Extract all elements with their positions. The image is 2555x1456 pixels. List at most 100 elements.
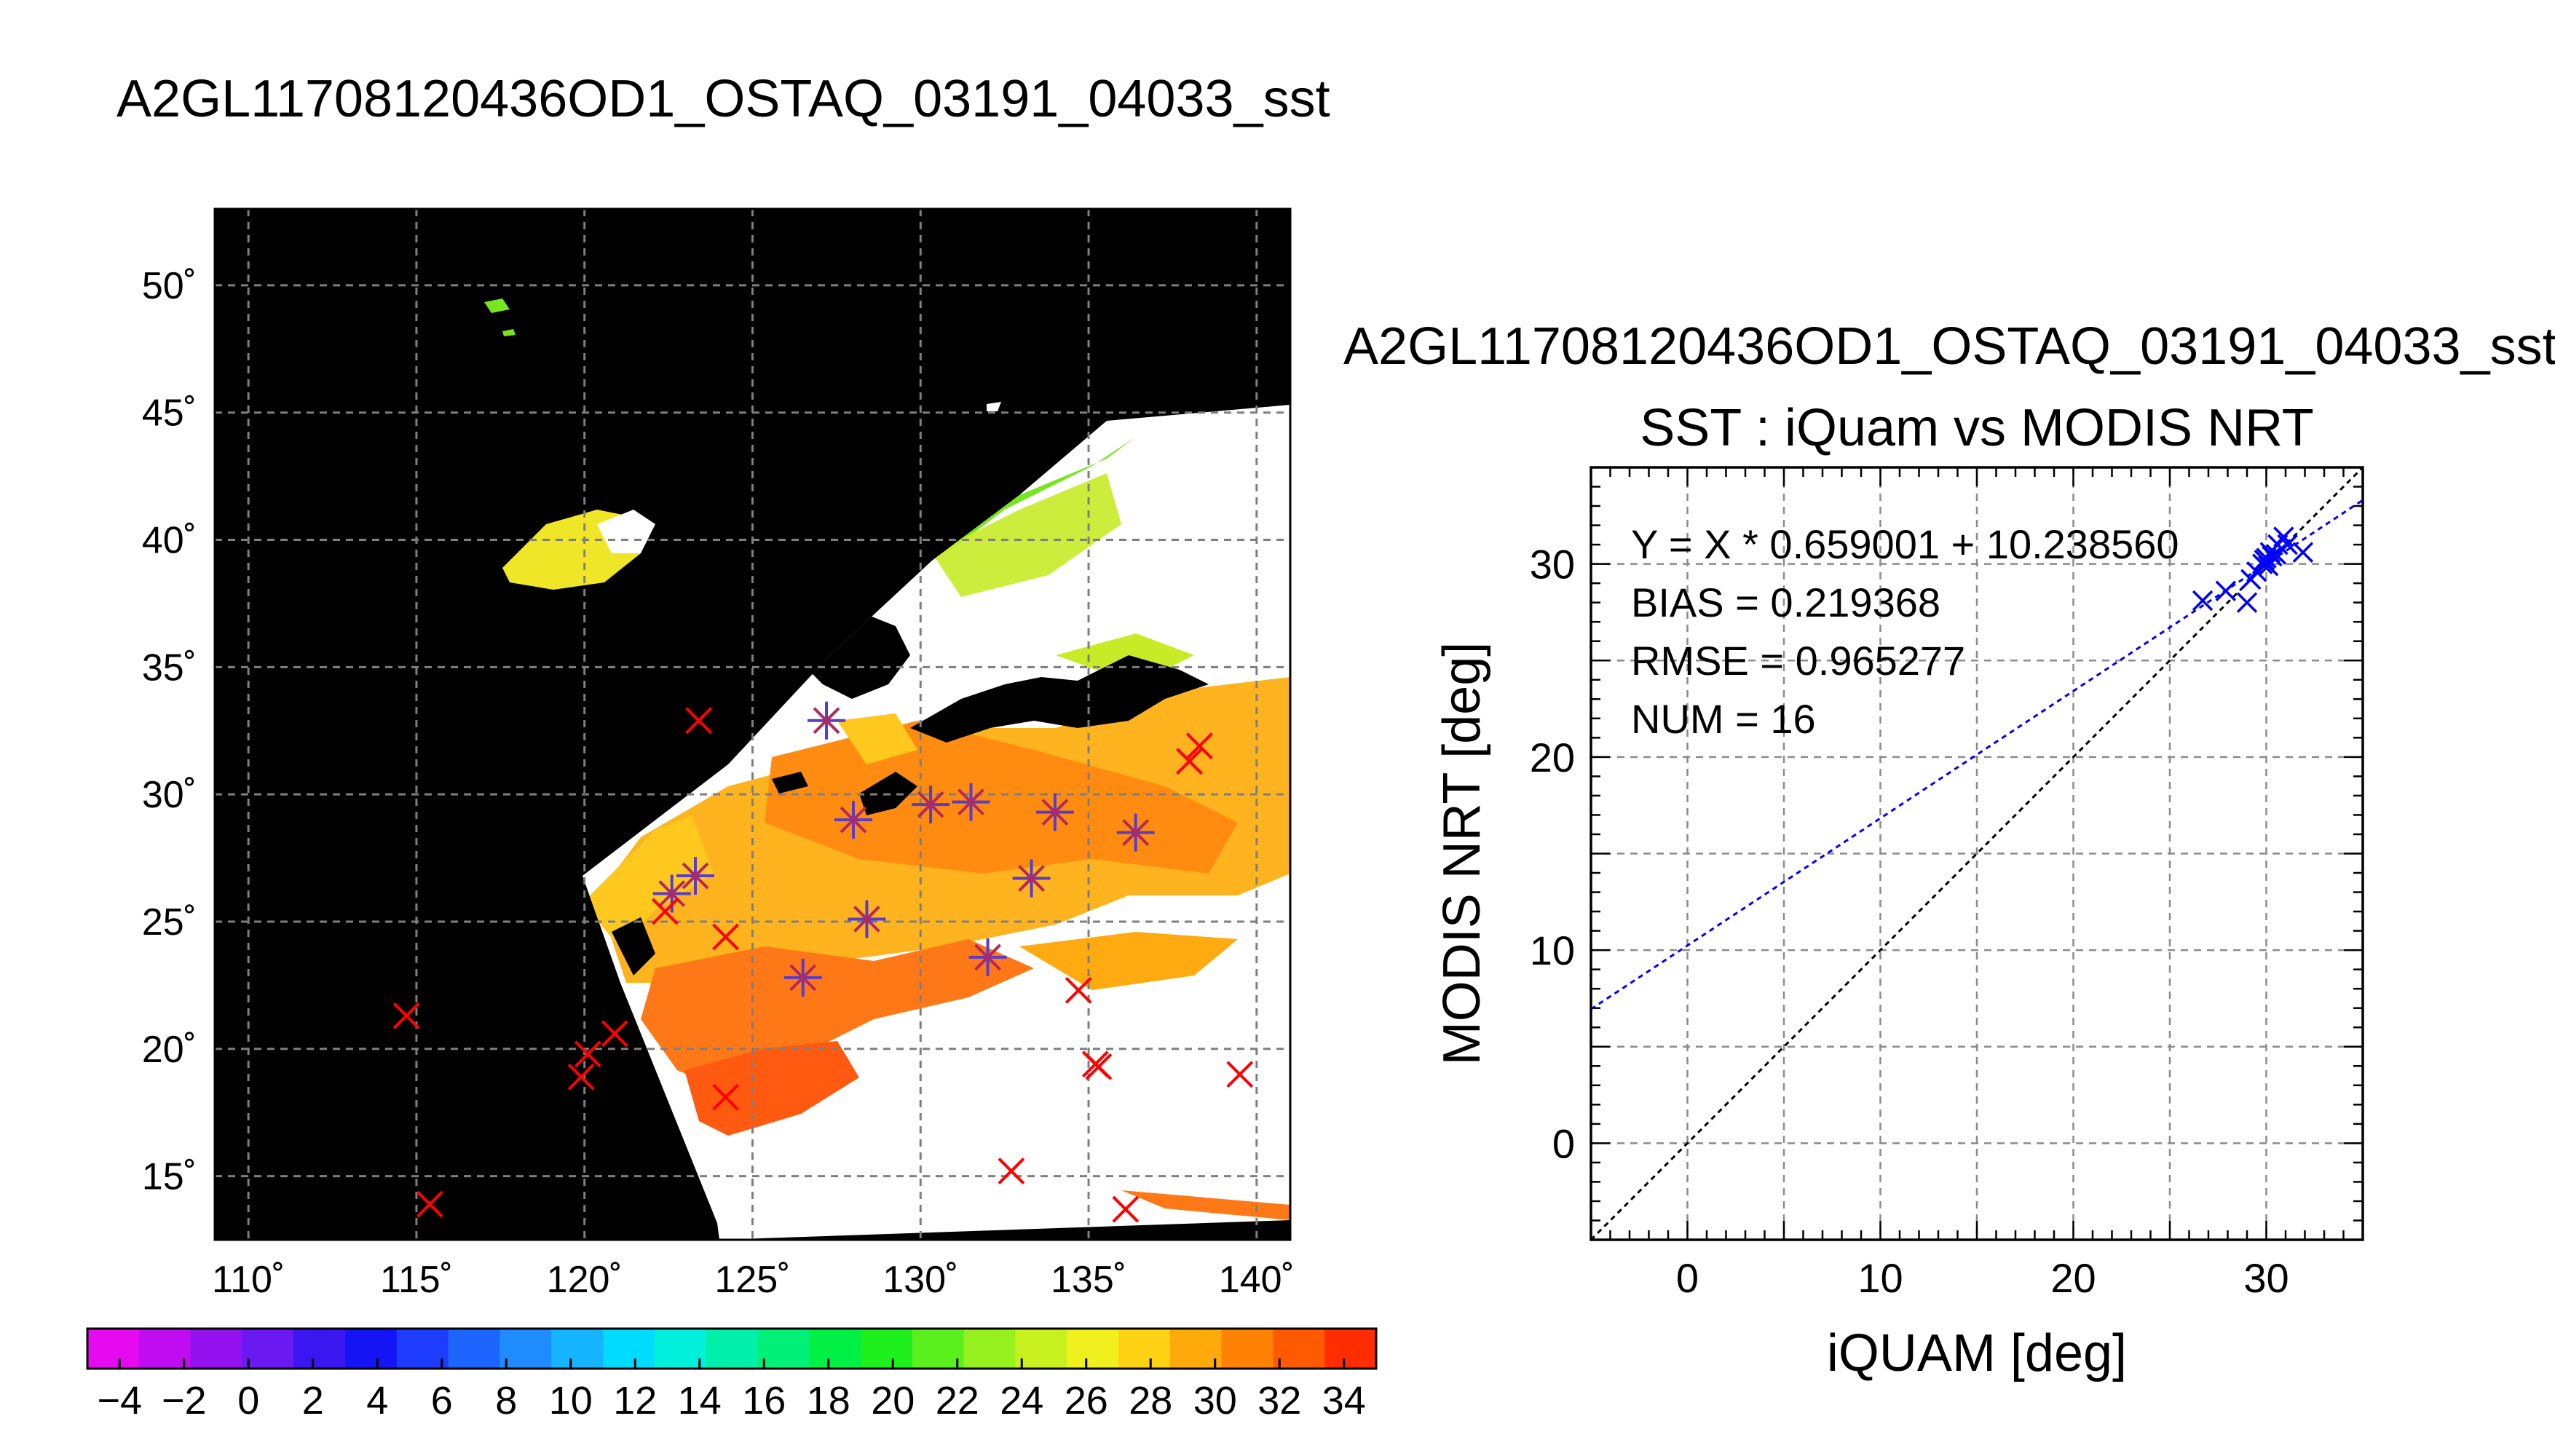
sst-south-edge — [1121, 1190, 1290, 1220]
colorbar-swatch — [1067, 1329, 1119, 1369]
scatter-file-title: A2GL11708120436OD1_OSTAQ_03191_04033_sst — [1343, 317, 2555, 376]
scatter-y-axis-label: MODIS NRT [deg] — [1433, 642, 1491, 1066]
colorbar-tick-label: 12 — [613, 1379, 657, 1423]
colorbar-swatch — [242, 1329, 294, 1369]
one-to-one-line — [1591, 467, 2363, 1240]
scatter-point — [2215, 580, 2237, 601]
colorbar-swatch — [1273, 1329, 1325, 1369]
sst-region-lime — [932, 473, 1121, 597]
land-taiwan — [612, 917, 655, 976]
map-lat-tick-label: 35˚ — [142, 646, 197, 689]
map-lat-tick-label: 40˚ — [142, 520, 197, 562]
scatter-x-tick-label: 20 — [2050, 1255, 2096, 1301]
colorbar-swatch — [757, 1329, 810, 1369]
map-lat-tick-label: 20˚ — [142, 1029, 197, 1071]
sst-bohai-cloud — [597, 510, 655, 553]
scatter-point — [2277, 534, 2298, 555]
scatter-point — [2292, 542, 2314, 563]
map-matchup-x — [1065, 976, 1092, 1004]
colorbar-swatch — [1324, 1329, 1377, 1369]
map-matchup-cross — [1018, 865, 1046, 892]
colorbar-swatch — [706, 1329, 758, 1369]
map-matchup-x — [1112, 1195, 1140, 1223]
scatter-x-tick-label: 0 — [1676, 1255, 1699, 1301]
scatter-x-tick-label: 30 — [2243, 1255, 2289, 1301]
sst-region-yellow — [837, 713, 917, 764]
map-matchup-x — [1176, 748, 1203, 775]
scatter-x-tick-label: 10 — [1857, 1255, 1903, 1301]
colorbar-tick-label: 34 — [1322, 1379, 1366, 1423]
sst-region-yellow-coast — [583, 815, 714, 946]
map-lat-tick-label: 30˚ — [142, 774, 197, 816]
colorbar-swatch — [345, 1329, 398, 1369]
map-matchup-cross — [957, 788, 984, 816]
map-matchup-x — [1226, 1061, 1254, 1088]
map-matchup-cross — [917, 791, 944, 818]
map-lon-tick-label: 110˚ — [212, 1259, 285, 1301]
scatter-annotation: RMSE = 0.965277 — [1631, 638, 1965, 684]
page-title: A2GL11708120436OD1_OSTAQ_03191_04033_sst — [117, 70, 1330, 128]
scatter-point — [2265, 544, 2286, 565]
map-lon-tick-label: 135˚ — [1051, 1259, 1126, 1301]
sst-region-green — [932, 437, 1136, 553]
colorbar-swatch — [1169, 1329, 1223, 1369]
scatter-y-tick-label: 0 — [1552, 1120, 1575, 1166]
colorbar-swatch — [87, 1329, 140, 1369]
colorbar-tick-label: −4 — [97, 1379, 142, 1423]
scatter-points — [2192, 526, 2314, 613]
scatter-frame — [1590, 466, 2364, 1241]
colorbar-swatch — [1015, 1329, 1067, 1369]
colorbar-tick-label: 24 — [1000, 1379, 1043, 1423]
colorbar-tick-label: −2 — [162, 1379, 207, 1423]
map-lat-tick-label: 25˚ — [142, 901, 197, 943]
fit-line — [1591, 499, 2363, 1010]
colorbar-tick-label: 22 — [936, 1379, 979, 1423]
colorbar-tick-label: 6 — [431, 1379, 453, 1423]
scatter-point — [2236, 592, 2258, 613]
colorbar-tick-label: 32 — [1257, 1379, 1301, 1423]
scatter-y-tick-label: 20 — [1530, 735, 1575, 780]
colorbar-tick-label: 0 — [237, 1379, 259, 1423]
colorbar-swatch — [809, 1329, 861, 1369]
map-matchup-x — [574, 1040, 601, 1068]
scatter-annotation: BIAS = 0.219368 — [1631, 579, 1940, 625]
scatter-ticks — [1590, 466, 2364, 1241]
colorbar-swatch — [963, 1329, 1016, 1369]
scatter-x-axis-label: iQUAM [deg] — [1827, 1324, 2127, 1382]
scatter-point — [2251, 553, 2273, 574]
map-lon-tick-label: 140˚ — [1219, 1259, 1295, 1301]
map-matchup-cross — [789, 964, 817, 992]
map-lon-tick-label: 115˚ — [380, 1259, 453, 1301]
colorbar-swatch — [654, 1329, 707, 1369]
sst-region-orange-south — [641, 939, 1034, 1092]
map-matchup-x — [712, 923, 739, 951]
colorbar-tick-label: 26 — [1065, 1379, 1108, 1423]
map-lat-tick-label: 45˚ — [142, 392, 197, 435]
map-matchup-cross — [974, 943, 1002, 971]
map-matchup-x — [416, 1190, 443, 1218]
colorbar: −4 −2 0 2 4 6 8 10 12 14 16 18 20 22 24 26 28 30 32 34 — [86, 1327, 1378, 1423]
colorbar-swatch — [1221, 1329, 1273, 1369]
colorbar-tick-label: 14 — [678, 1379, 722, 1423]
map-matchup-x — [998, 1158, 1025, 1185]
map-matchup-x — [1185, 732, 1213, 760]
colorbar-tick-label: 10 — [549, 1379, 593, 1423]
colorbar-swatch — [551, 1329, 604, 1369]
colorbar-swatch — [912, 1329, 965, 1369]
scatter-y-tick-label: 30 — [1530, 542, 1575, 587]
map-matchup-cross — [1041, 799, 1069, 826]
map-matchup-cross — [1122, 819, 1150, 847]
map-matchup-x — [601, 1020, 628, 1048]
colorbar-tick-label: 8 — [495, 1379, 517, 1423]
colorbar-tick-label: 16 — [742, 1379, 786, 1423]
land-japan — [910, 655, 1209, 743]
map-matchup-x — [685, 707, 713, 735]
colorbar-tick-label: 4 — [366, 1379, 388, 1423]
scatter-lines — [1591, 467, 2363, 1240]
scatter-point — [2192, 590, 2214, 612]
scatter-annotation: Y = X * 0.659001 + 10.238560 — [1631, 521, 2179, 567]
colorbar-swatch — [1118, 1329, 1171, 1369]
colorbar-swatch — [499, 1329, 552, 1369]
map-frame — [213, 207, 1292, 1241]
